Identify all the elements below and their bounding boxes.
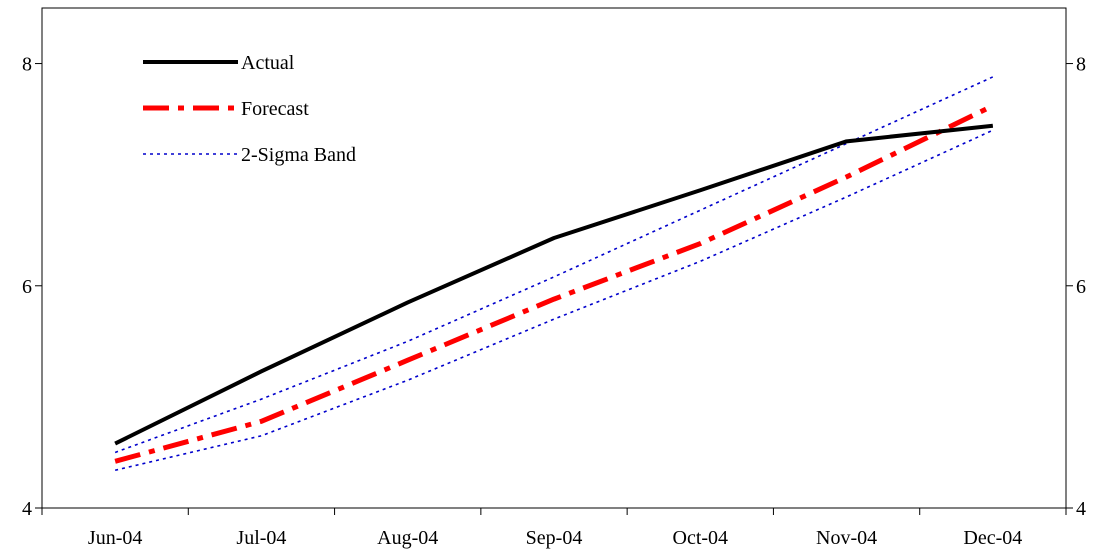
chart-series: [114, 76, 994, 472]
y-tick-label: 8: [22, 54, 32, 76]
data-point: [992, 76, 993, 77]
data-point: [554, 238, 555, 239]
data-point: [846, 141, 847, 142]
data-point: [115, 461, 116, 462]
series-line-forecast: [114, 103, 994, 464]
data-point: [992, 105, 993, 106]
data-point: [115, 470, 116, 471]
data-point: [115, 452, 116, 453]
data-point: [407, 302, 408, 303]
x-tick-label: Dec-04: [963, 527, 1022, 549]
chart-legend: Actual Forecast 2-Sigma Band: [143, 52, 356, 166]
data-point: [554, 276, 555, 277]
legend-label: Actual: [241, 52, 295, 74]
legend-label: 2-Sigma Band: [241, 144, 356, 166]
y-tick-label: 4: [22, 498, 32, 520]
data-point: [554, 299, 555, 300]
x-tick-label: Jul-04: [236, 527, 286, 549]
x-tick-label: Jun-04: [88, 527, 142, 549]
x-tick-label: Nov-04: [816, 527, 877, 549]
data-point: [846, 196, 847, 197]
data-point: [992, 125, 993, 126]
series-line-2-sigma-band: [114, 76, 994, 454]
data-point: [992, 130, 993, 131]
secondary-y-tick-label: 8: [1076, 54, 1086, 76]
data-point: [700, 261, 701, 262]
plot-frame: [41, 7, 1067, 509]
data-point: [407, 360, 408, 361]
y-tick-label: 6: [22, 276, 32, 298]
data-point: [261, 371, 262, 372]
data-point: [700, 190, 701, 191]
series-line-actual: [114, 123, 994, 446]
x-tick-label: Sep-04: [526, 527, 583, 549]
secondary-y-tick-label: 4: [1076, 498, 1086, 520]
data-point: [554, 319, 555, 320]
data-point: [261, 435, 262, 436]
data-point: [261, 421, 262, 422]
data-point: [115, 443, 116, 444]
data-point: [261, 399, 262, 400]
data-point: [407, 380, 408, 381]
data-point: [407, 341, 408, 342]
x-tick-label: Aug-04: [377, 527, 438, 549]
legend-label: Forecast: [241, 98, 309, 120]
data-point: [700, 243, 701, 244]
data-point: [846, 176, 847, 177]
data-point: [700, 210, 701, 211]
chart-axes: 4 6 8 4 6 8 Jun-04 Jul-04 Aug-04 Sep-04 Oct-04 Nov-…: [22, 7, 1086, 549]
secondary-y-tick-label: 6: [1076, 276, 1086, 298]
x-tick-label: Oct-04: [673, 527, 729, 549]
